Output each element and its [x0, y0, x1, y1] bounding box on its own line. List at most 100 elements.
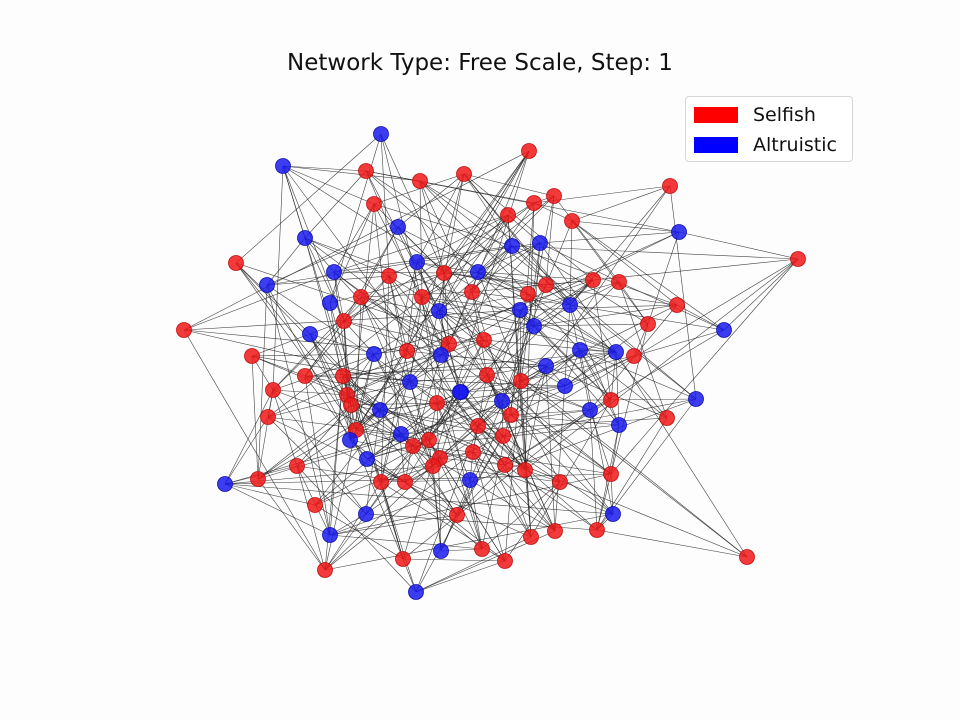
network-edge [349, 279, 594, 441]
network-edge [520, 242, 541, 382]
network-edge [448, 150, 530, 345]
network-edge [610, 351, 617, 401]
network-edge [459, 391, 526, 471]
network-edge [510, 349, 581, 416]
selfish-node [397, 474, 413, 490]
network-edge [436, 402, 471, 481]
network-edge [267, 416, 367, 515]
network-edge [343, 320, 442, 356]
network-edge [571, 220, 678, 306]
network-edge [235, 262, 547, 367]
network-edge [397, 173, 465, 228]
altruistic-node [608, 344, 624, 360]
network-edge [224, 416, 269, 485]
network-edge [443, 150, 530, 274]
network-edge [554, 304, 571, 532]
network-edge [438, 293, 529, 312]
network-edge [545, 365, 668, 419]
network-edge [272, 165, 284, 391]
network-edge [365, 170, 571, 306]
selfish-node [603, 392, 619, 408]
network-edge [471, 291, 571, 306]
network-edge [329, 272, 445, 304]
network-edge [647, 231, 680, 325]
selfish-node [497, 457, 513, 473]
altruistic-node [557, 378, 573, 394]
network-edge [324, 481, 382, 571]
network-edge [412, 354, 442, 447]
network-edge [397, 226, 529, 295]
network-edge [483, 339, 566, 387]
altruistic-node [408, 584, 424, 600]
network-edge [477, 271, 617, 353]
network-edge [511, 245, 799, 260]
network-edge [412, 424, 620, 447]
network-edge [421, 296, 461, 393]
selfish-node [265, 382, 281, 398]
network-edge [564, 323, 649, 387]
network-edge [349, 439, 406, 483]
network-edge [416, 261, 614, 515]
network-edge [366, 458, 458, 516]
network-edge [388, 275, 532, 538]
network-edge [477, 271, 535, 327]
altruistic-node [611, 417, 627, 433]
network-edge [183, 329, 326, 571]
altruistic-node [366, 346, 382, 362]
network-edge [406, 350, 556, 532]
selfish-node [449, 507, 465, 523]
network-edge [324, 513, 614, 571]
network-edge [406, 296, 423, 352]
network-edge [486, 309, 521, 376]
selfish-node [289, 458, 305, 474]
network-edge [380, 479, 471, 483]
network-edge [589, 409, 612, 475]
network-edge [267, 195, 555, 418]
network-edge [419, 180, 529, 295]
network-edge [224, 483, 331, 536]
network-edge [472, 451, 612, 475]
network-edge [272, 296, 362, 391]
altruistic-node [562, 297, 578, 313]
legend-label-altruistic: Altruistic [753, 134, 837, 156]
network-edge [235, 262, 357, 431]
network-edge [304, 237, 390, 277]
altruistic-node [671, 224, 687, 240]
selfish-node [399, 343, 415, 359]
selfish-node [307, 497, 323, 513]
selfish-node [523, 529, 539, 545]
selfish-node [405, 438, 421, 454]
network-edge [533, 325, 620, 426]
network-edge [579, 349, 614, 515]
network-edge [380, 133, 445, 274]
network-edge [355, 429, 430, 441]
network-edge [459, 385, 566, 393]
network-edge [504, 409, 591, 466]
network-edge [571, 220, 680, 233]
network-edge [388, 214, 509, 277]
network-edge [360, 226, 399, 298]
altruistic-node [322, 527, 338, 543]
network-edge [610, 424, 620, 475]
network-edge [419, 180, 473, 293]
network-edge [272, 389, 298, 467]
altruistic-node [526, 318, 542, 334]
altruistic-node [358, 506, 374, 522]
network-edge [428, 400, 503, 441]
selfish-node [244, 348, 260, 364]
network-edge [678, 231, 799, 260]
network-edge [404, 173, 465, 483]
network-edge [524, 258, 799, 471]
network-edge [343, 226, 399, 322]
network-edge [309, 333, 357, 431]
selfish-node [474, 541, 490, 557]
network-edge [610, 258, 799, 475]
selfish-node [358, 163, 374, 179]
network-edge [511, 245, 571, 306]
network-edge [463, 173, 555, 197]
network-edge [251, 353, 375, 357]
network-edge [257, 284, 268, 480]
altruistic-node [512, 302, 528, 318]
network-edge [486, 374, 591, 411]
network-edge [360, 296, 434, 467]
